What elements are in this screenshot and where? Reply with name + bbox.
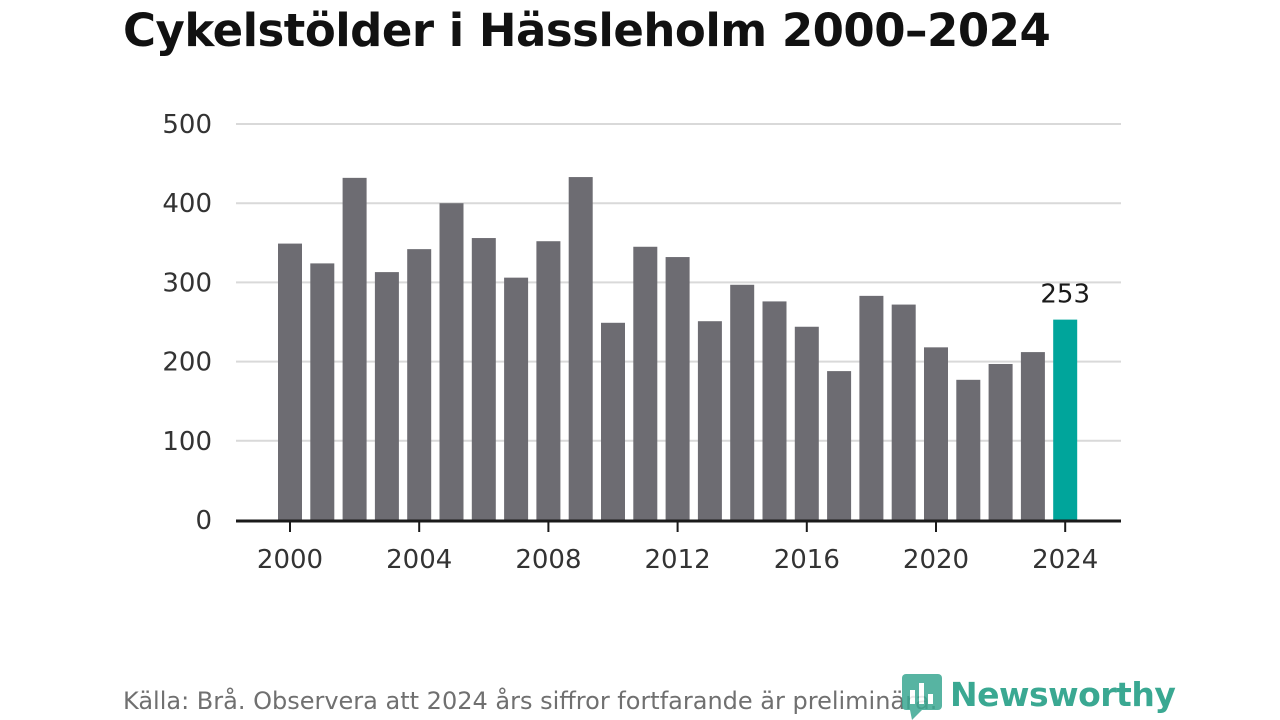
bar-2000 [278, 243, 302, 521]
bar-2008 [536, 241, 561, 520]
bar-2022 [988, 363, 1013, 520]
bar-2013 [697, 321, 722, 520]
bar-2002 [342, 177, 367, 520]
bar-2016 [794, 326, 819, 520]
data-label-2024: 253 [1040, 280, 1090, 310]
bar-2010 [601, 322, 625, 520]
y-tick-label: 300 [162, 268, 212, 298]
x-tick-label: 2016 [774, 545, 840, 575]
brand-logo: Newsworthy [902, 668, 1176, 720]
bar-2019 [891, 304, 916, 520]
y-axis-ticks: 0 100 200 300 400 500 [162, 110, 212, 536]
x-tick-label: 2012 [645, 545, 711, 575]
bar-2023 [1020, 352, 1045, 520]
bar-2004 [407, 249, 432, 521]
bar-2011 [633, 246, 658, 520]
data-labels: 253 [1040, 280, 1090, 310]
y-tick-label: 0 [195, 506, 212, 536]
bars [278, 177, 1078, 521]
bar-2020 [924, 347, 948, 520]
y-tick-label: 100 [162, 427, 212, 457]
x-tick-label: 2024 [1032, 545, 1098, 575]
bar-2007 [504, 277, 529, 520]
bar-2014 [730, 284, 755, 520]
x-tick-label: 2000 [257, 545, 323, 575]
x-tick-label: 2008 [515, 545, 581, 575]
x-tick-label: 2020 [903, 545, 969, 575]
bar-2012 [665, 257, 690, 520]
bar-2021 [956, 379, 981, 520]
bar-2015 [762, 301, 787, 520]
bar-2001 [310, 263, 335, 520]
bar-2005 [439, 203, 464, 520]
chart-title: Cykelstölder i Hässleholm 2000–2024 [123, 4, 1051, 57]
bar-2017 [827, 371, 852, 520]
bar-2009 [568, 177, 593, 520]
brand-name: Newsworthy [950, 674, 1176, 714]
source-note: Källa: Brå. Observera att 2024 års siffr… [123, 687, 938, 715]
bar-2006 [471, 238, 496, 520]
bar-2003 [374, 272, 399, 520]
x-axis-ticks: 2000 2004 2008 2012 2016 2020 2024 [257, 522, 1098, 575]
y-tick-label: 400 [162, 189, 212, 219]
bar-2024 [1053, 319, 1078, 520]
newsworthy-logo-icon [902, 674, 942, 720]
y-tick-label: 200 [162, 348, 212, 378]
bar-2018 [859, 295, 884, 520]
y-tick-label: 500 [162, 110, 212, 140]
x-tick-label: 2004 [386, 545, 452, 575]
